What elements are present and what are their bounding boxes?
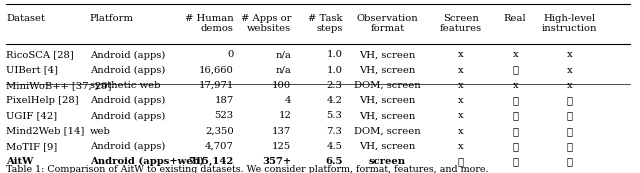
Text: x: x bbox=[567, 81, 572, 90]
Text: ✓: ✓ bbox=[512, 142, 518, 151]
Text: ✓: ✓ bbox=[512, 66, 518, 75]
Text: # Apps or
websites: # Apps or websites bbox=[241, 14, 291, 33]
Text: Android (apps): Android (apps) bbox=[90, 142, 165, 151]
Text: Real: Real bbox=[504, 14, 527, 23]
Text: Android (apps): Android (apps) bbox=[90, 111, 165, 121]
Text: x: x bbox=[458, 96, 463, 105]
Text: Table 1: Comparison of AitW to existing datasets. We consider platform, format, : Table 1: Comparison of AitW to existing … bbox=[6, 165, 489, 173]
Text: DOM, screen: DOM, screen bbox=[354, 127, 420, 136]
Text: x: x bbox=[458, 142, 463, 151]
Text: Dataset: Dataset bbox=[6, 14, 45, 23]
Text: 125: 125 bbox=[272, 142, 291, 151]
Text: 715,142: 715,142 bbox=[188, 157, 234, 166]
Text: 357+: 357+ bbox=[262, 157, 291, 166]
Text: ✓: ✓ bbox=[512, 111, 518, 120]
Text: Mind2Web [14]: Mind2Web [14] bbox=[6, 127, 84, 136]
Text: ✓: ✓ bbox=[566, 96, 573, 105]
Text: 4,707: 4,707 bbox=[205, 142, 234, 151]
Text: AitW: AitW bbox=[6, 157, 34, 166]
Text: x: x bbox=[458, 127, 463, 136]
Text: ✓: ✓ bbox=[566, 157, 573, 166]
Text: ✓: ✓ bbox=[566, 127, 573, 136]
Text: RicoSCA [28]: RicoSCA [28] bbox=[6, 50, 74, 59]
Text: VH, screen: VH, screen bbox=[359, 50, 415, 59]
Text: Android (apps+web): Android (apps+web) bbox=[90, 157, 204, 166]
Text: x: x bbox=[458, 81, 463, 90]
Text: 16,660: 16,660 bbox=[199, 66, 234, 75]
Text: x: x bbox=[513, 81, 518, 90]
Text: Android (apps): Android (apps) bbox=[90, 66, 165, 75]
Text: MoTIF [9]: MoTIF [9] bbox=[6, 142, 58, 151]
Text: synthetic web: synthetic web bbox=[90, 81, 160, 90]
Text: UGIF [42]: UGIF [42] bbox=[6, 111, 58, 120]
Text: 6.5: 6.5 bbox=[325, 157, 342, 166]
Text: x: x bbox=[567, 50, 572, 59]
Text: screen: screen bbox=[369, 157, 406, 166]
Text: 4: 4 bbox=[285, 96, 291, 105]
Text: # Task
steps: # Task steps bbox=[308, 14, 342, 33]
Text: MiniWoB++ [37, 29]: MiniWoB++ [37, 29] bbox=[6, 81, 112, 90]
Text: x: x bbox=[458, 50, 463, 59]
Text: 4.5: 4.5 bbox=[326, 142, 342, 151]
Text: x: x bbox=[458, 66, 463, 75]
Text: 5.3: 5.3 bbox=[326, 111, 342, 120]
Text: web: web bbox=[90, 127, 111, 136]
Text: Platform: Platform bbox=[90, 14, 134, 23]
Text: Android (apps): Android (apps) bbox=[90, 96, 165, 105]
Text: UIBert [4]: UIBert [4] bbox=[6, 66, 58, 75]
Text: 523: 523 bbox=[214, 111, 234, 120]
Text: PixelHelp [28]: PixelHelp [28] bbox=[6, 96, 79, 105]
Text: VH, screen: VH, screen bbox=[359, 111, 415, 120]
Text: ✓: ✓ bbox=[566, 142, 573, 151]
Text: 100: 100 bbox=[272, 81, 291, 90]
Text: 2,350: 2,350 bbox=[205, 127, 234, 136]
Text: VH, screen: VH, screen bbox=[359, 142, 415, 151]
Text: Android (apps): Android (apps) bbox=[90, 50, 165, 60]
Text: n/a: n/a bbox=[275, 50, 291, 59]
Text: High-level
instruction: High-level instruction bbox=[542, 14, 597, 33]
Text: x: x bbox=[567, 66, 572, 75]
Text: 17,971: 17,971 bbox=[198, 81, 234, 90]
Text: 4.2: 4.2 bbox=[326, 96, 342, 105]
Text: n/a: n/a bbox=[275, 66, 291, 75]
Text: 187: 187 bbox=[214, 96, 234, 105]
Text: 12: 12 bbox=[278, 111, 291, 120]
Text: VH, screen: VH, screen bbox=[359, 96, 415, 105]
Text: ✓: ✓ bbox=[512, 157, 518, 166]
Text: 137: 137 bbox=[272, 127, 291, 136]
Text: ✓: ✓ bbox=[458, 157, 464, 166]
Text: 7.3: 7.3 bbox=[326, 127, 342, 136]
Text: 1.0: 1.0 bbox=[326, 66, 342, 75]
Text: ✓: ✓ bbox=[566, 111, 573, 120]
Text: 2.3: 2.3 bbox=[326, 81, 342, 90]
Text: x: x bbox=[513, 50, 518, 59]
Text: Screen
features: Screen features bbox=[440, 14, 482, 33]
Text: Observation
format: Observation format bbox=[356, 14, 418, 33]
Text: 1.0: 1.0 bbox=[326, 50, 342, 59]
Text: x: x bbox=[458, 111, 463, 120]
Text: ✓: ✓ bbox=[512, 127, 518, 136]
Text: DOM, screen: DOM, screen bbox=[354, 81, 420, 90]
Text: ✓: ✓ bbox=[512, 96, 518, 105]
Text: VH, screen: VH, screen bbox=[359, 66, 415, 75]
Text: 0: 0 bbox=[227, 50, 234, 59]
Text: # Human
demos: # Human demos bbox=[185, 14, 234, 33]
